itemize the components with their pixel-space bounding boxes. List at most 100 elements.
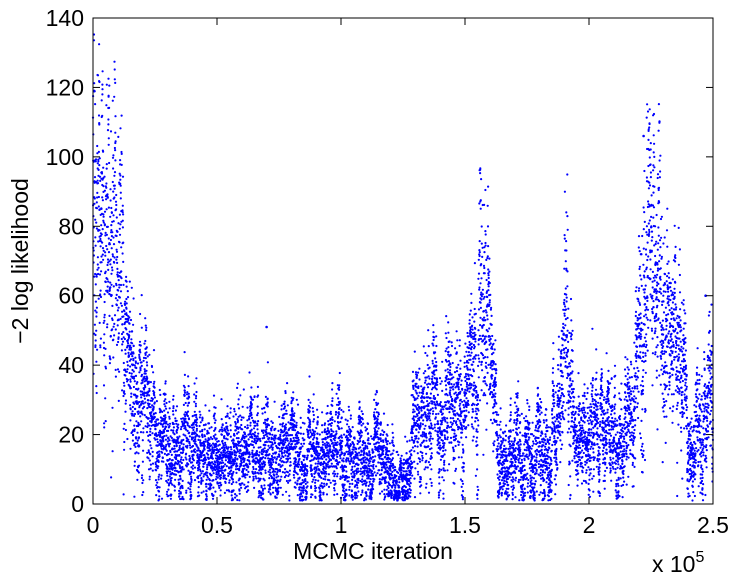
data-point (218, 448, 222, 451)
data-point (417, 437, 420, 440)
data-point (283, 405, 287, 408)
data-point (361, 443, 364, 447)
data-point (149, 467, 152, 470)
data-point (116, 261, 119, 264)
data-point (208, 409, 211, 412)
data-point (191, 467, 194, 470)
data-point (399, 459, 403, 462)
data-point (148, 387, 151, 390)
data-point (343, 483, 346, 486)
data-point (434, 351, 437, 354)
data-point (158, 450, 161, 453)
data-point (221, 430, 224, 433)
data-point (419, 480, 422, 483)
data-point (113, 334, 116, 337)
data-point (103, 422, 106, 425)
data-point (107, 137, 110, 140)
data-point (314, 462, 317, 465)
data-point (119, 127, 122, 130)
data-point (302, 489, 305, 492)
data-point (94, 344, 97, 347)
data-point (138, 340, 142, 343)
data-point (279, 423, 282, 426)
data-point (286, 471, 289, 474)
data-point (166, 490, 169, 493)
data-point (234, 493, 237, 496)
data-point (323, 428, 327, 431)
data-point (100, 99, 103, 102)
data-point (413, 419, 416, 422)
data-point (306, 454, 309, 457)
data-point (117, 306, 120, 309)
data-point (95, 385, 98, 388)
data-point (282, 417, 285, 420)
data-point (374, 455, 377, 458)
data-point (416, 374, 419, 377)
data-point (331, 449, 335, 452)
data-point (423, 468, 426, 471)
data-point (205, 478, 208, 481)
data-point (191, 461, 194, 464)
data-point (360, 410, 363, 413)
data-point (299, 450, 302, 453)
data-point (205, 495, 208, 498)
data-point (345, 493, 348, 496)
data-point (368, 462, 371, 465)
data-point (355, 496, 358, 499)
data-point (338, 407, 341, 410)
data-point (188, 454, 191, 458)
data-point (307, 398, 310, 401)
data-point (373, 398, 376, 401)
data-point (305, 474, 308, 477)
data-point (365, 481, 368, 484)
data-point (314, 479, 317, 482)
data-point (232, 481, 235, 484)
data-point (351, 478, 354, 481)
data-point (381, 458, 384, 461)
data-point (100, 224, 103, 227)
data-point (317, 441, 320, 444)
data-point (231, 478, 234, 481)
data-point (106, 326, 109, 329)
data-point (96, 263, 99, 266)
data-point (232, 489, 235, 492)
data-point (131, 413, 134, 416)
data-point (252, 475, 255, 478)
data-point (145, 329, 148, 332)
data-point (385, 488, 388, 491)
data-point (188, 396, 191, 399)
data-point (113, 184, 116, 187)
data-point (106, 278, 109, 281)
data-point (377, 461, 380, 464)
data-point (180, 461, 183, 465)
data-point (233, 460, 237, 463)
data-point (217, 450, 220, 453)
data-point (428, 377, 431, 380)
data-point (221, 439, 224, 442)
data-point (305, 490, 308, 494)
data-point (306, 470, 309, 473)
data-point (304, 479, 307, 483)
data-point (141, 493, 144, 497)
data-point (190, 478, 193, 482)
data-point (93, 323, 96, 326)
data-point (94, 333, 97, 337)
data-point (119, 184, 122, 187)
data-point (330, 422, 333, 425)
data-point (120, 349, 123, 352)
data-point (431, 402, 434, 405)
data-point (325, 482, 328, 485)
data-point (245, 440, 248, 443)
data-point (416, 445, 419, 448)
data-point (134, 361, 137, 364)
data-point (96, 74, 100, 77)
data-point (335, 432, 338, 435)
data-point (356, 494, 359, 497)
data-point (323, 422, 327, 425)
data-point (360, 434, 363, 437)
data-point (107, 123, 110, 126)
data-point (143, 342, 146, 345)
data-point (97, 195, 100, 199)
data-point (102, 219, 105, 222)
data-point (171, 463, 174, 466)
